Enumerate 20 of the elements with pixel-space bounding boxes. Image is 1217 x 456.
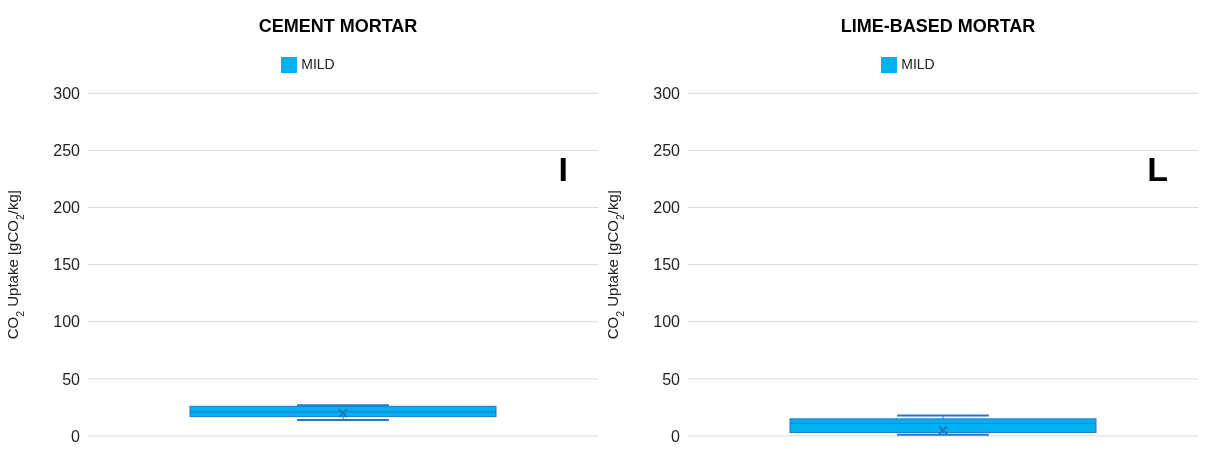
y-tick-label: 250 <box>653 142 681 160</box>
y-tick-label: 300 <box>653 84 681 102</box>
chart-title: LIME-BASED MORTAR <box>839 15 1037 38</box>
y-tick-label: 50 <box>62 370 81 388</box>
legend-label: MILD <box>901 56 935 72</box>
y-tick-label: 150 <box>53 256 81 274</box>
y-tick-label: 150 <box>653 256 681 274</box>
y-tick-label: 0 <box>71 427 81 445</box>
chart-title: CEMENT MORTAR <box>257 15 419 38</box>
y-tick-label: 50 <box>662 370 681 388</box>
y-tick-label: 100 <box>653 313 681 331</box>
y-tick-label: 200 <box>653 199 681 217</box>
y-tick-label: 250 <box>53 142 81 160</box>
y-tick-label: 100 <box>53 313 81 331</box>
annotation: I <box>558 150 568 189</box>
annotation: L <box>1147 150 1168 189</box>
y-tick-label: 0 <box>671 427 681 445</box>
y-tick-label: 200 <box>53 199 81 217</box>
y-tick-label: 300 <box>53 84 81 102</box>
legend-label: MILD <box>301 56 335 72</box>
